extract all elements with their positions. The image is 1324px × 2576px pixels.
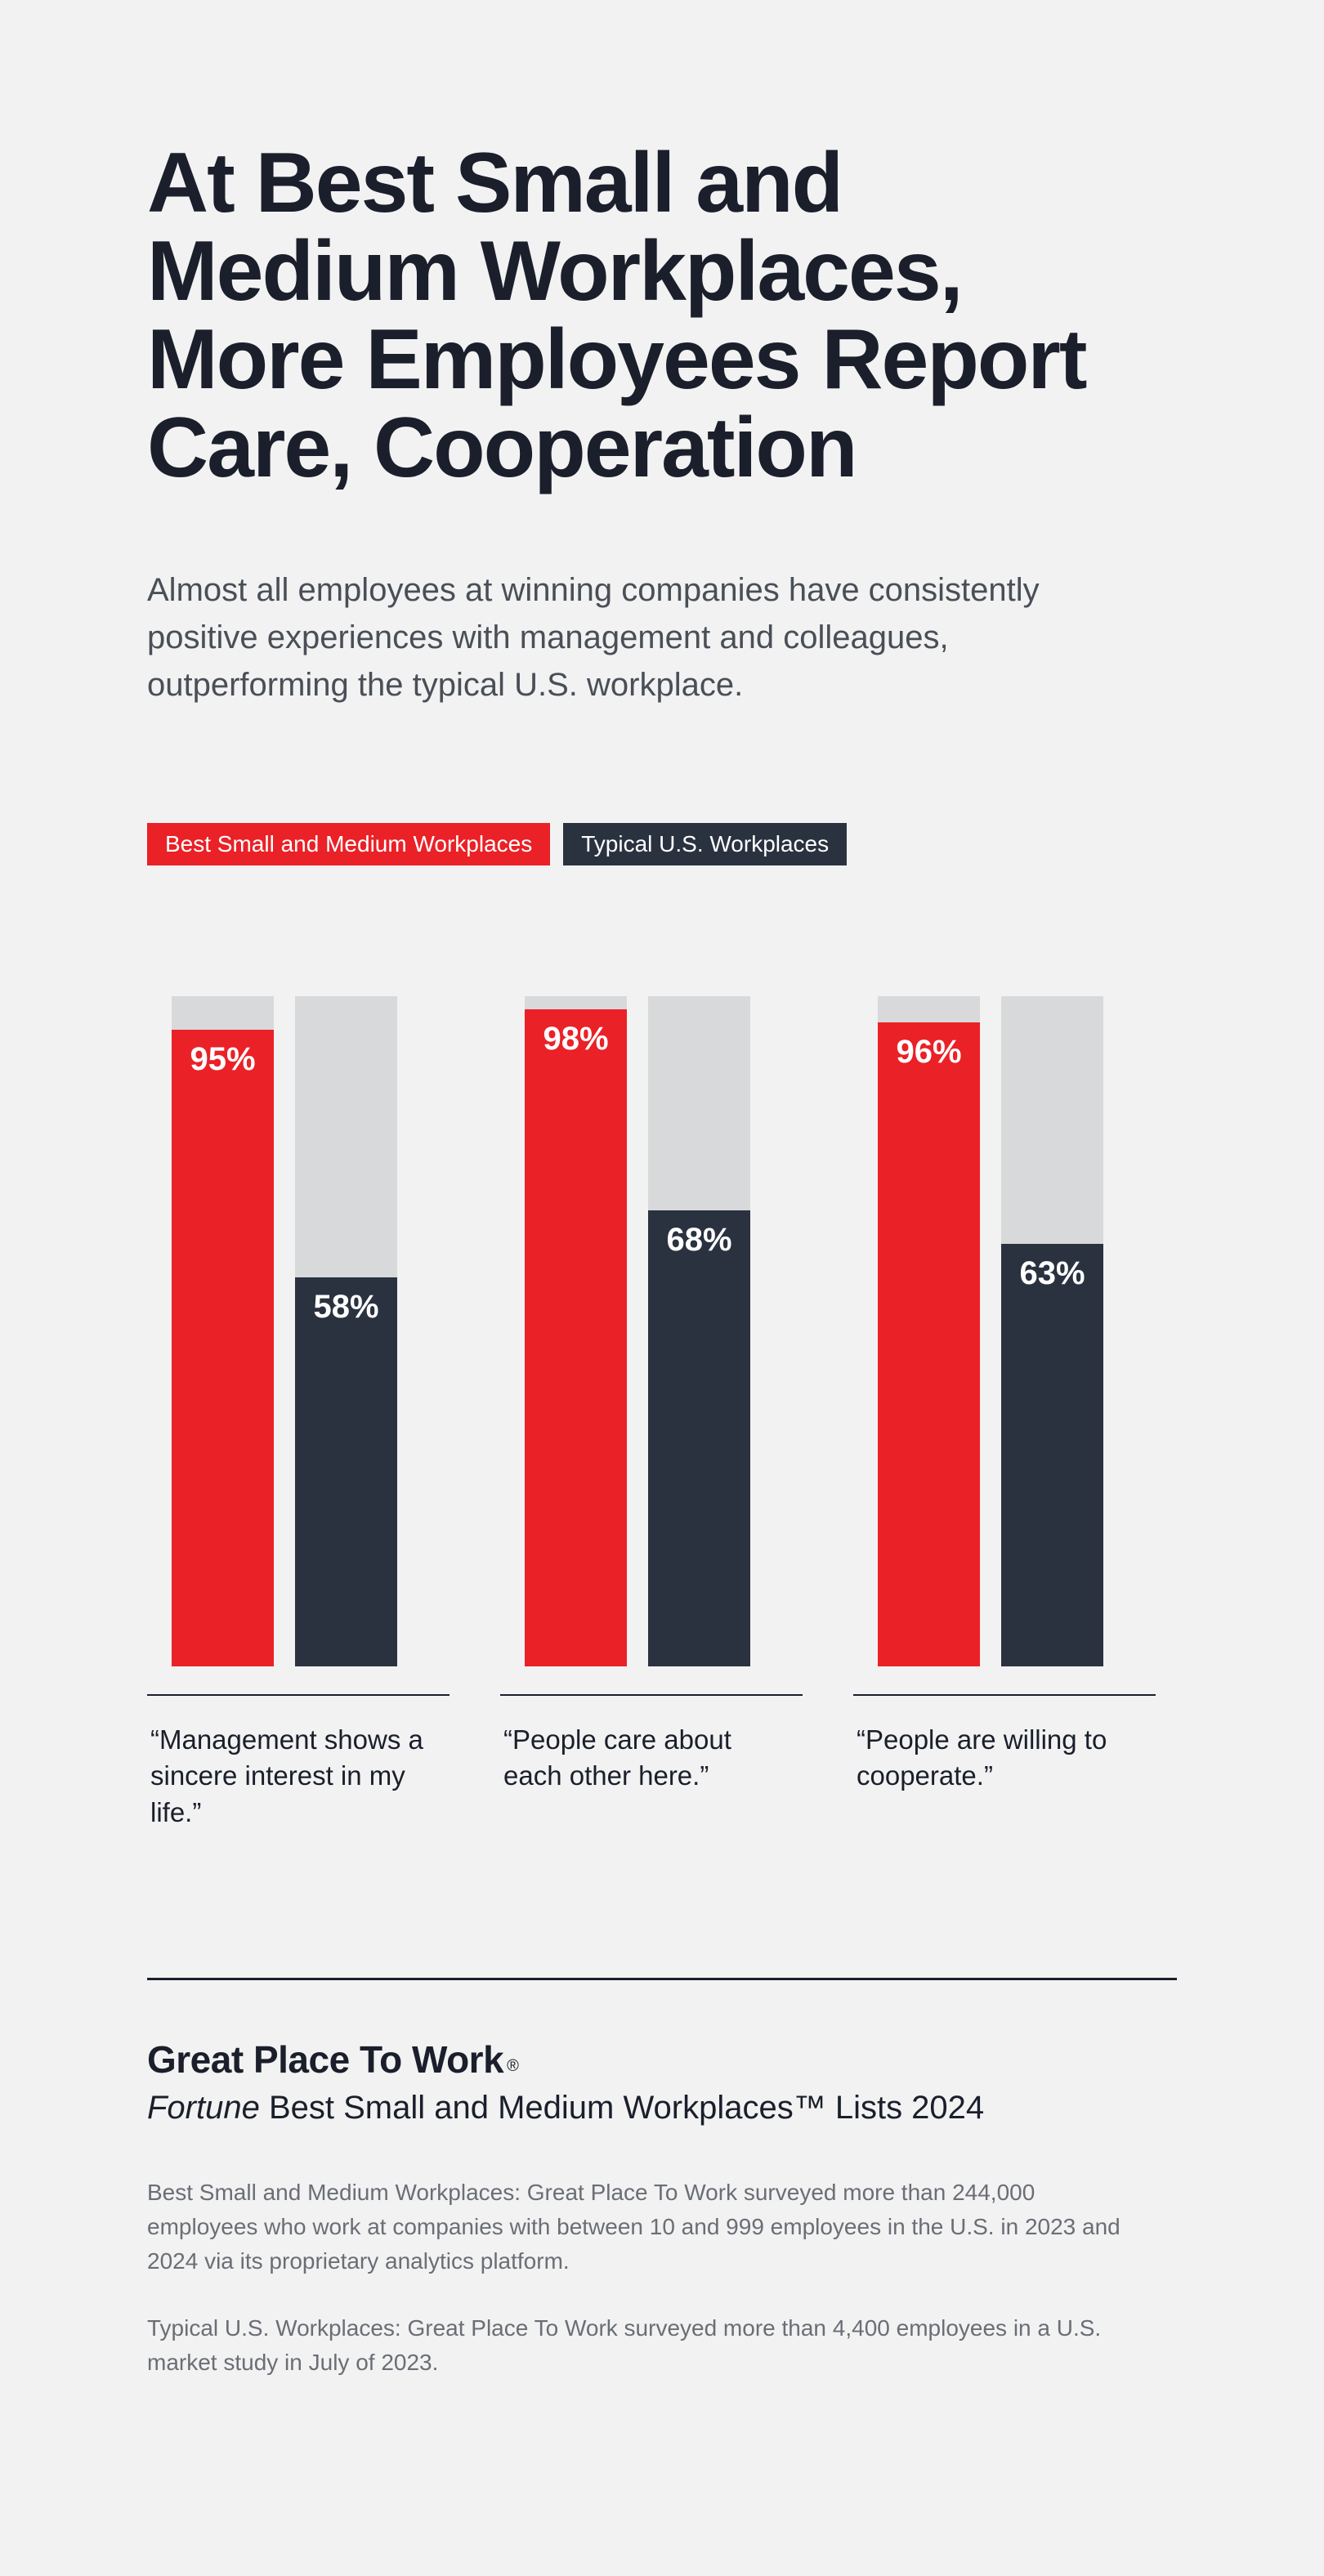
legend-item-typical: Typical U.S. Workplaces <box>563 823 847 865</box>
bar-value-label: 96% <box>878 1034 980 1071</box>
chart-2: 96% 63% “People are willing to cooperate.” <box>853 996 1156 1831</box>
chart-caption: “People care about each other here.” <box>500 1722 803 1795</box>
bars-area: 96% 63% <box>853 996 1156 1666</box>
bar-track: 58% <box>295 996 397 1666</box>
charts-row: 95% 58% “Management shows a sincere intere… <box>147 996 1177 1831</box>
bar-track: 68% <box>648 996 750 1666</box>
bar-value-label: 58% <box>295 1289 397 1326</box>
chart-rule <box>500 1694 803 1696</box>
bar-best: 98% <box>525 1009 627 1666</box>
bar-track: 63% <box>1001 996 1103 1666</box>
bar-typical: 63% <box>1001 1244 1103 1666</box>
bar-typical: 58% <box>295 1277 397 1666</box>
footnote-1: Best Small and Medium Workplaces: Great … <box>147 2176 1144 2279</box>
chart-rule <box>147 1694 450 1696</box>
chart-caption: “People are willing to cooperate.” <box>853 1722 1156 1795</box>
legend: Best Small and Medium Workplaces Typical… <box>147 823 1177 865</box>
bar-value-label: 68% <box>648 1222 750 1259</box>
bars-area: 95% 58% <box>147 996 450 1666</box>
bar-track: 98% <box>525 996 627 1666</box>
bar-best: 96% <box>878 1022 980 1666</box>
bar-track: 95% <box>172 996 274 1666</box>
bar-value-label: 98% <box>525 1021 627 1058</box>
list-name: Fortune Best Small and Medium Workplaces… <box>147 2090 1177 2127</box>
footer-rule <box>147 1978 1177 1980</box>
registered-mark: ® <box>507 2057 518 2075</box>
brand-name: Great Place To Work <box>147 2038 503 2081</box>
page-title: At Best Small and Medium Workplaces, Mor… <box>147 139 1128 493</box>
legend-item-best: Best Small and Medium Workplaces <box>147 823 550 865</box>
brand-line: Great Place To Work® <box>147 2037 1177 2082</box>
bar-value-label: 63% <box>1001 1255 1103 1292</box>
list-rest: Best Small and Medium Workplaces™ Lists … <box>260 2090 984 2126</box>
chart-1: 98% 68% “People care about each other here… <box>500 996 803 1831</box>
page-subtitle: Almost all employees at winning companie… <box>147 566 1128 709</box>
chart-caption: “Management shows a sincere interest in … <box>147 1722 450 1831</box>
bars-area: 98% 68% <box>500 996 803 1666</box>
fortune-word: Fortune <box>147 2090 260 2126</box>
bar-typical: 68% <box>648 1210 750 1666</box>
chart-0: 95% 58% “Management shows a sincere intere… <box>147 996 450 1831</box>
bar-best: 95% <box>172 1030 274 1666</box>
bar-track: 96% <box>878 996 980 1666</box>
chart-rule <box>853 1694 1156 1696</box>
footnote-2: Typical U.S. Workplaces: Great Place To … <box>147 2311 1144 2380</box>
infographic-page: At Best Small and Medium Workplaces, Mor… <box>0 0 1324 2576</box>
bar-value-label: 95% <box>172 1041 274 1078</box>
